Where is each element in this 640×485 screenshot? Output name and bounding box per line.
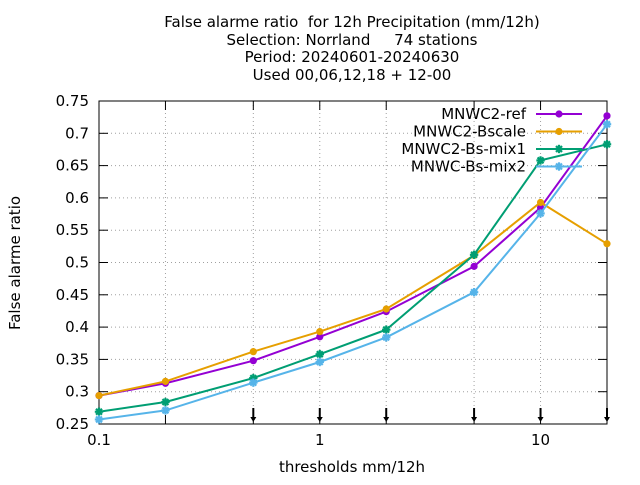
title-line-4: Used 00,06,12,18 + 12-00 [252, 65, 452, 84]
star-core [250, 380, 256, 386]
data-point [603, 112, 611, 120]
series-line [98, 143, 608, 413]
star-core [604, 121, 610, 127]
star-core [163, 408, 168, 413]
y-tick-label: 0.45 [56, 286, 89, 304]
legend-label: MNWC2-ref [441, 105, 526, 123]
star-core [163, 399, 168, 405]
title-line-3: Period: 20240601-20240630 [244, 48, 460, 66]
data-point [315, 350, 324, 359]
legend-marker [554, 162, 564, 171]
series-line [98, 201, 608, 397]
star-core [471, 252, 477, 258]
data-point [602, 140, 612, 149]
data-point [316, 333, 324, 341]
data-point [94, 407, 104, 416]
series-mnwc-bs-mix2 [94, 120, 612, 424]
series-mnwc2-bscale [95, 198, 611, 400]
y-tick-label: 0.7 [65, 124, 89, 142]
x-tick-label: 0.1 [87, 431, 111, 449]
legend-marker [554, 144, 564, 154]
series-line [98, 123, 608, 421]
data-point [536, 156, 545, 165]
y-tick-label: 0.75 [56, 92, 89, 110]
series-layer [94, 112, 612, 424]
data-point [469, 288, 479, 297]
legend-label: MNWC2-Bs-mix1 [401, 140, 526, 158]
data-point [161, 397, 170, 407]
sample-marker-head [250, 417, 257, 422]
y-tick-label: 0.35 [56, 350, 89, 368]
data-point [315, 357, 324, 367]
grid-layer [99, 101, 607, 424]
star-core [556, 146, 562, 152]
star-core [383, 335, 389, 340]
y-tick-label: 0.55 [56, 221, 89, 239]
data-point [161, 377, 170, 385]
data-point [249, 357, 257, 365]
legend-label: MNWC2-Bscale [413, 123, 526, 141]
x-tick-label: 1 [315, 431, 325, 449]
y-tick-label: 0.3 [65, 383, 89, 401]
data-point [470, 262, 478, 270]
star-core [317, 351, 323, 357]
data-point [316, 328, 324, 336]
legend-marker [555, 110, 563, 118]
data-point [95, 391, 103, 400]
data-point [469, 250, 479, 259]
title-line-2: Selection: Norrland 74 stations [226, 30, 478, 49]
data-point [249, 348, 257, 356]
axis-layer: 0.25 0.3 0.35 0.4 0.45 0.5 0.55 0.6 0.65 0.7 0.75 0… [56, 92, 610, 449]
sample-marker-head [383, 417, 390, 422]
y-tick-label: 0.25 [56, 415, 89, 433]
sample-marker-head [316, 417, 323, 422]
star-core [96, 409, 102, 415]
star-core [96, 417, 102, 422]
data-point [161, 406, 170, 415]
star-core [383, 327, 389, 333]
legend-marker [555, 127, 563, 136]
legend-label: MNWC-Bs-mix2 [411, 158, 526, 176]
star-core [471, 289, 477, 295]
series-mnwc2-ref [95, 112, 611, 400]
star-core [538, 211, 543, 216]
star-core [556, 164, 562, 169]
data-point [382, 333, 391, 342]
data-point [382, 325, 391, 334]
data-point [536, 209, 545, 218]
data-point [382, 305, 390, 313]
data-point [603, 240, 611, 248]
star-core [538, 158, 543, 163]
series-line [98, 115, 608, 397]
x-axis-label: thresholds mm/12h [279, 458, 425, 476]
sample-marker-head [537, 417, 544, 422]
title-line-1: False alarme ratio for 12h Precipitation… [164, 13, 540, 31]
data-point [249, 378, 258, 387]
star-core [250, 375, 256, 381]
y-tick-label: 0.4 [65, 318, 89, 336]
y-tick-label: 0.65 [56, 157, 89, 175]
x-tick-label: 10 [531, 431, 550, 449]
legend: MNWC2-refMNWC2-BscaleMNWC2-Bs-mix1MNWC-B… [401, 105, 582, 176]
sample-marker-head [604, 417, 610, 422]
chart-title: False alarme ratio for 12h Precipitation… [0, 13, 640, 84]
data-point [536, 198, 545, 207]
star-core [604, 141, 610, 147]
sample-marker-head [471, 417, 478, 422]
data-point [94, 415, 104, 424]
star-core [317, 359, 323, 365]
y-tick-label: 0.6 [65, 189, 89, 207]
y-tick-label: 0.5 [65, 254, 89, 272]
series-mnwc2-bs-mix1 [94, 140, 612, 416]
y-axis-label: False alarme ratio [6, 196, 24, 330]
data-point [602, 120, 612, 129]
plot-border [98, 100, 608, 425]
